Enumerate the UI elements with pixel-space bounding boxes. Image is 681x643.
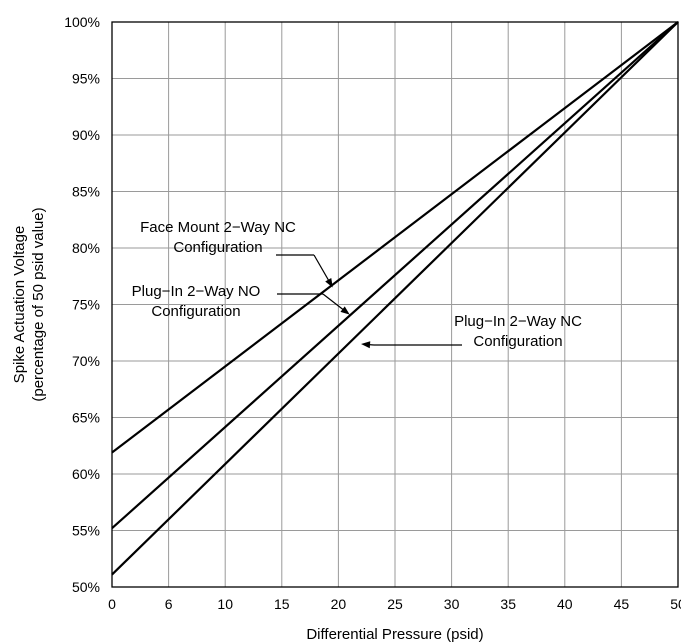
y-tick-label: 80% xyxy=(72,240,100,256)
y-tick-label: 85% xyxy=(72,184,100,200)
x-axis-label: Differential Pressure (psid) xyxy=(306,626,483,643)
y-tick-label: 50% xyxy=(72,579,100,595)
annotation-layer: Face Mount 2−Way NC Configuration Plug−In … xyxy=(132,219,582,350)
x-tick-label: 15 xyxy=(274,596,290,612)
x-tick-label: 35 xyxy=(500,596,516,612)
annotation-label: Face Mount 2−Way NC xyxy=(140,219,296,236)
series-line xyxy=(111,21,679,530)
y-axis-label: Spike Actuation Voltage (percentage of 5… xyxy=(11,207,47,401)
annotation-label: Configuration xyxy=(173,239,262,256)
y-axis-label-line-1: Spike Actuation Voltage xyxy=(11,226,28,384)
x-tick-label: 10 xyxy=(217,596,233,612)
x-tick-label: 40 xyxy=(557,596,573,612)
series-line xyxy=(111,21,679,576)
y-tick-labels: 50% 55% 60% 65% 70% 75% 80% 85% 90% 95% 100% xyxy=(64,14,100,595)
y-tick-label: 60% xyxy=(72,466,100,482)
x-tick-label: 0 xyxy=(108,596,116,612)
y-tick-label: 65% xyxy=(72,410,100,426)
y-tick-label: 95% xyxy=(72,71,100,87)
y-tick-label: 75% xyxy=(72,297,100,313)
y-tick-label: 100% xyxy=(64,14,100,30)
plot-frame xyxy=(111,21,679,588)
annotation-leader xyxy=(313,254,332,285)
x-tick-label: 20 xyxy=(331,596,347,612)
annotation-arrowhead xyxy=(340,306,350,315)
y-tick-label: 90% xyxy=(72,127,100,143)
annotation-label: Configuration xyxy=(473,333,562,350)
y-tick-label: 55% xyxy=(72,523,100,539)
x-tick-label: 25 xyxy=(387,596,403,612)
annotation-arrowhead xyxy=(325,278,333,288)
x-tick-label: 6 xyxy=(165,596,173,612)
annotation-label: Plug−In 2−Way NC xyxy=(454,313,582,330)
x-tick-labels: 0 6 10 15 20 25 30 35 40 45 50 xyxy=(108,596,681,612)
y-axis-label-line-2: (percentage of 50 psid value) xyxy=(30,207,47,401)
x-tick-label: 30 xyxy=(444,596,460,612)
x-tick-label: 45 xyxy=(614,596,630,612)
annotation-arrowhead xyxy=(361,341,371,349)
annotation-label: Plug−In 2−Way NO xyxy=(132,283,261,300)
series-layer xyxy=(111,21,679,576)
series-line xyxy=(111,21,679,454)
y-tick-label: 70% xyxy=(72,353,100,369)
annotation-label: Configuration xyxy=(151,303,240,320)
x-tick-label: 50 xyxy=(670,596,681,612)
